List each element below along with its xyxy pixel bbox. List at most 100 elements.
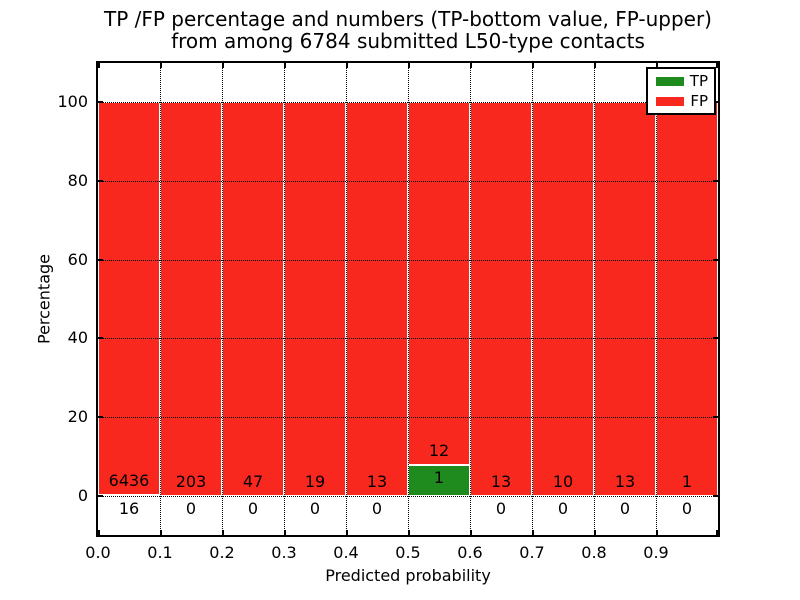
legend: TP FP [646,67,716,115]
y-tick-mark [98,494,103,497]
x-tick-label: 0.9 [643,543,669,562]
tp-count-label: 0 [681,498,693,518]
y-tick-mark [713,337,718,340]
legend-item-fp: FP [656,93,708,109]
fp-bar [284,102,346,496]
title-line-2: from among 6784 submitted L50-type conta… [171,29,645,53]
x-tick-mark [160,530,162,535]
x-tick-label: 0.6 [457,543,483,562]
x-tick-mark [656,63,658,68]
horizontal-gridline [98,102,718,104]
x-tick-mark [160,63,162,68]
x-tick-mark [470,530,472,535]
y-tick-mark [713,494,718,497]
fp-bar [470,102,532,496]
fp-count-label: 1 [681,471,693,491]
x-tick-label: 0.7 [519,543,545,562]
horizontal-gridline [98,338,718,340]
y-tick-label: 80 [67,171,88,190]
x-tick-mark [716,63,718,68]
vertical-gridline [345,63,347,535]
fp-count-label: 19 [304,471,326,491]
x-tick-mark [346,63,348,68]
tp-count-label: 0 [185,498,197,518]
x-tick-mark [222,530,224,535]
legend-item-tp: TP [656,73,708,89]
x-tick-label: 0.3 [271,543,297,562]
x-tick-label: 0.2 [209,543,235,562]
y-tick-mark [713,258,718,261]
vertical-gridline [531,63,533,535]
fp-count-label: 13 [490,471,512,491]
x-tick-mark [284,530,286,535]
y-tick-label: 100 [57,92,88,112]
horizontal-gridline [98,417,718,418]
y-tick-mark [98,180,103,182]
x-tick-mark [532,530,534,535]
title-line-1: TP /FP percentage and numbers (TP-bottom… [104,7,712,31]
tp-count-label: 0 [371,498,383,518]
x-tick-mark [716,530,718,535]
x-tick-mark [594,530,596,535]
fp-count-label: 6436 [108,470,150,490]
tp-swatch-icon [656,76,684,86]
fp-count-label: 13 [366,471,388,491]
x-tick-mark [408,63,410,68]
fp-bar [532,102,594,496]
fp-count-label: 47 [242,471,264,491]
vertical-gridline [283,63,285,535]
x-tick-mark [284,63,286,68]
y-tick-mark [98,337,103,340]
tp-count-label: 0 [247,498,259,518]
y-tick-mark [713,416,718,418]
fp-count-label: 13 [614,471,636,491]
fp-swatch-icon [656,96,684,106]
tp-count-label: 16 [118,498,140,518]
x-tick-mark [98,63,100,68]
vertical-gridline [655,63,657,535]
x-tick-mark [532,63,534,68]
y-tick-mark [98,101,103,104]
x-tick-mark [98,530,100,535]
y-tick-mark [713,180,718,182]
y-tick-mark [98,258,103,261]
fp-bar [408,102,470,466]
x-tick-label: 0.8 [581,543,607,562]
vertical-gridline [593,63,595,535]
legend-label-fp: FP [690,92,708,110]
fp-bar [98,102,160,495]
tp-count-label: 1 [433,468,445,488]
x-tick-mark [656,530,658,535]
plot-area: 6436 16 203 0 47 0 19 0 13 0 12 1 13 0 10 0 13 0 1 0 [96,61,720,537]
x-tick-label: 0.1 [147,543,173,562]
horizontal-gridline [98,259,718,261]
fp-bar [346,102,408,496]
y-tick-label: 20 [67,407,88,426]
x-tick-mark [470,63,472,68]
x-tick-mark [594,63,596,68]
legend-label-tp: TP [689,72,708,90]
vertical-gridline [407,63,409,535]
fp-count-label: 10 [552,471,574,491]
y-tick-label: 0 [77,485,88,505]
x-axis-label: Predicted probability [325,566,491,585]
tp-count-label: 0 [619,498,631,518]
fp-count-label: 12 [428,441,450,461]
fp-bar [222,102,284,496]
tp-count-label: 0 [495,498,507,518]
y-tick-mark [98,416,103,418]
horizontal-gridline [98,495,718,497]
tp-count-label: 0 [557,498,569,518]
x-tick-label: 0.5 [395,543,421,562]
y-tick-label: 60 [67,249,88,269]
vertical-gridline [221,63,223,535]
fp-bar [594,102,656,496]
page-title: TP /FP percentage and numbers (TP-bottom… [96,8,720,52]
tp-count-label: 0 [309,498,321,518]
x-tick-mark [222,63,224,68]
fp-bar [160,102,222,496]
vertical-gridline [159,63,161,535]
x-tick-mark [408,530,410,535]
fp-bar [656,102,718,496]
